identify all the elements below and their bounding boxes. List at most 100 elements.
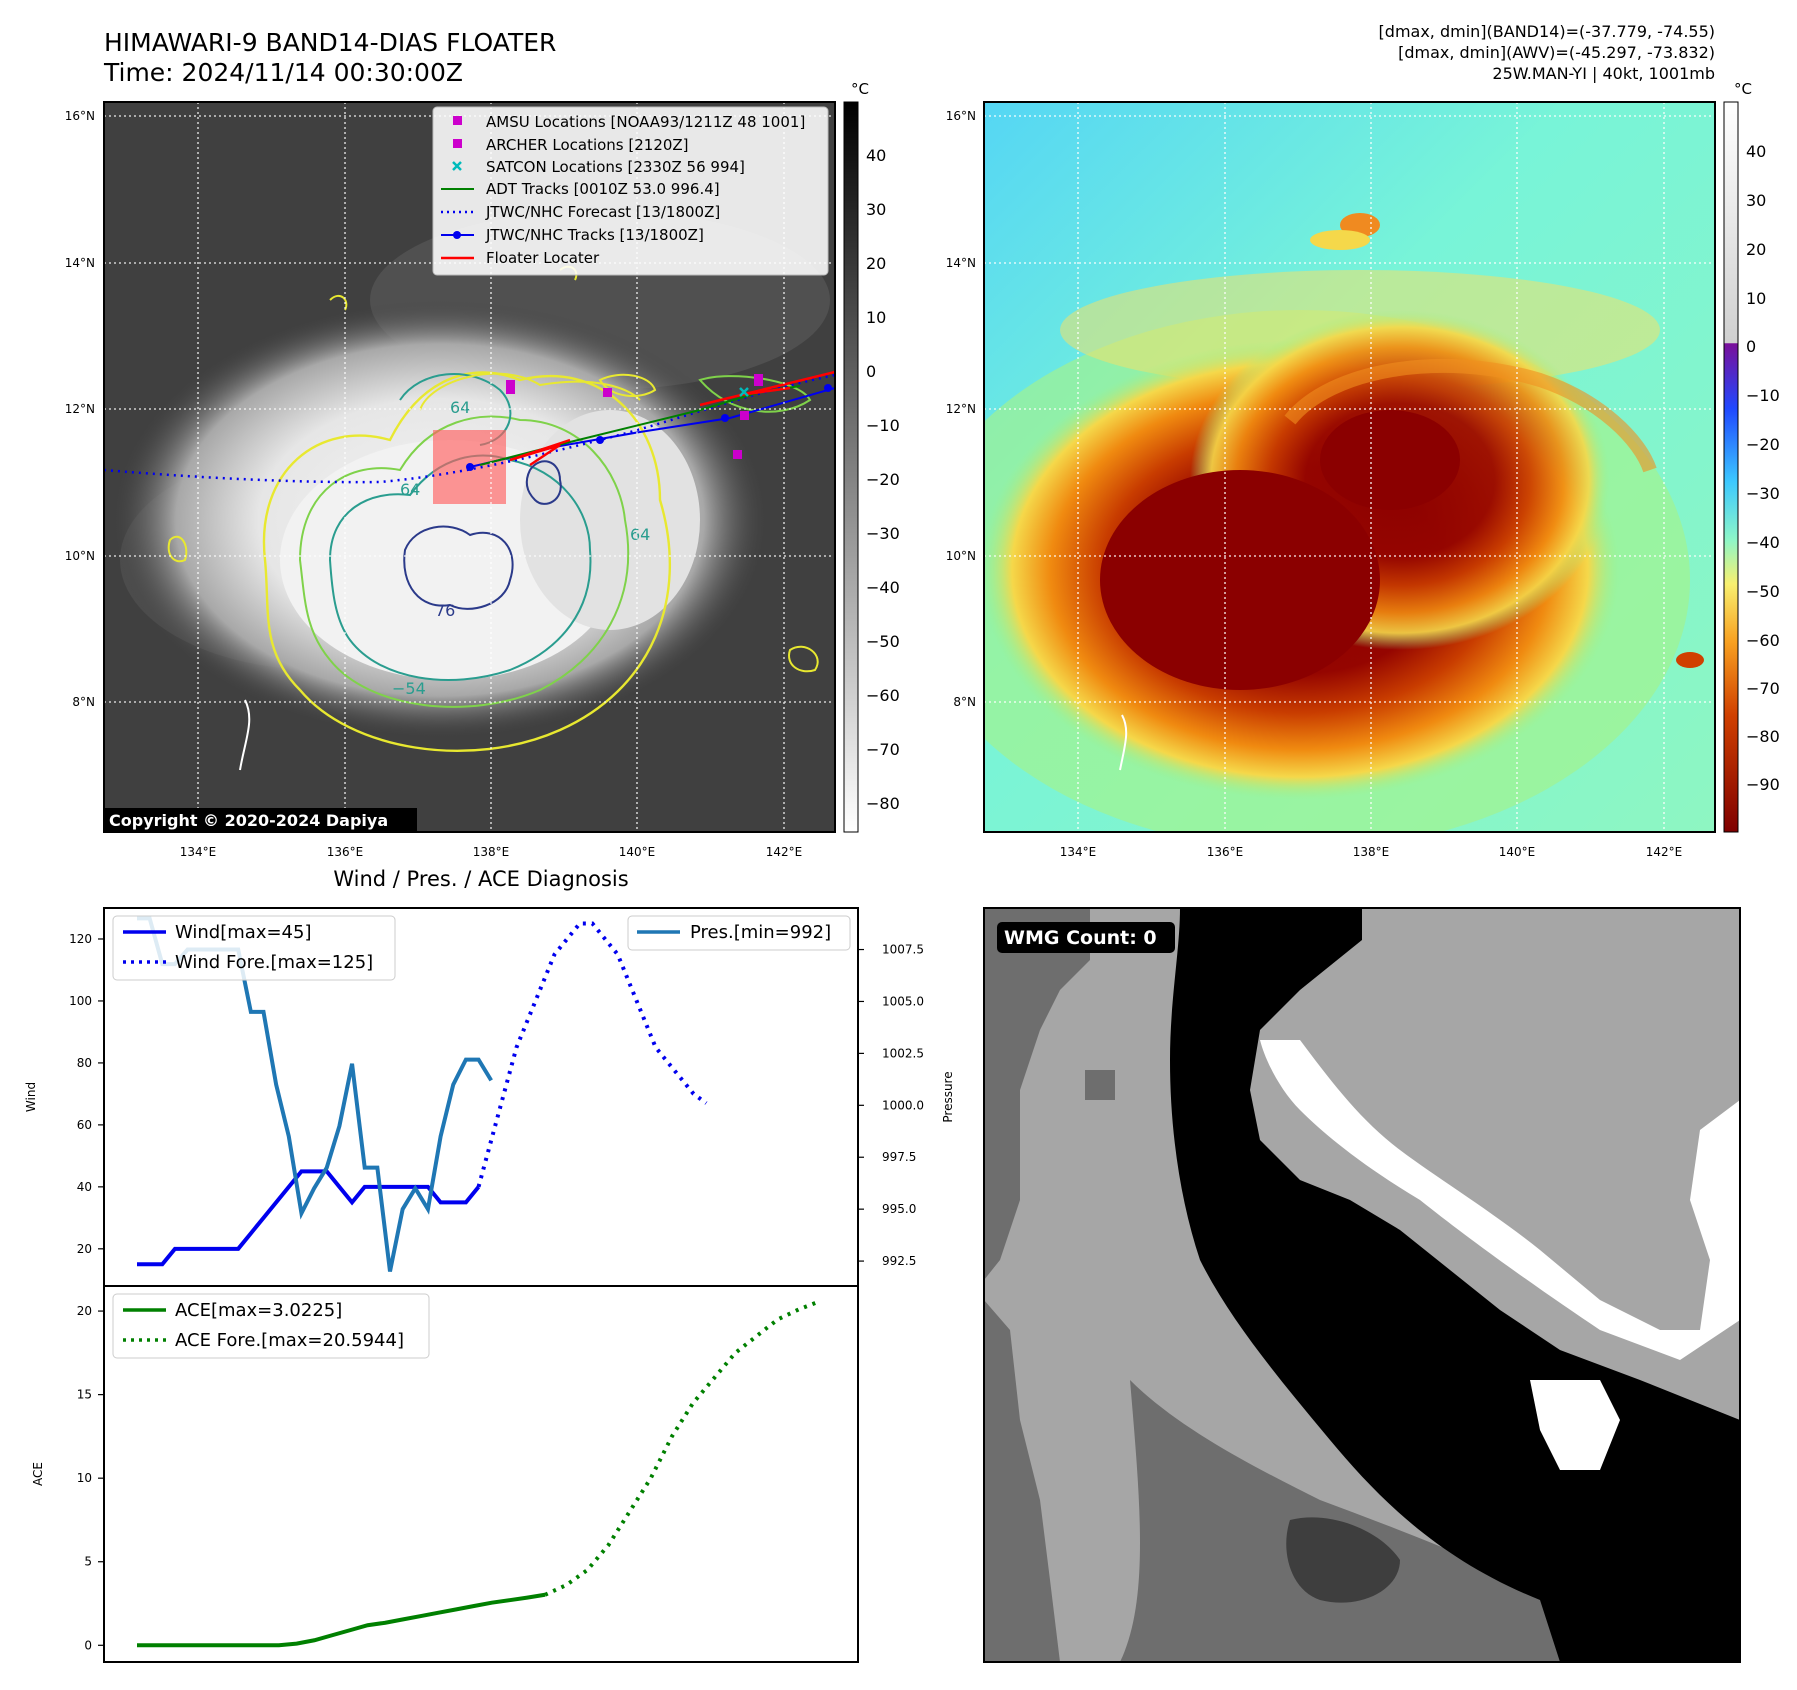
svg-text:10°N: 10°N [946,549,976,563]
contour-label-76: 76 [435,601,455,620]
legend-amsu-icon [453,116,462,125]
svg-text:−20: −20 [1746,435,1780,454]
wmg-count-label: WMG Count: 0 [1004,927,1157,949]
ace-line [137,1592,546,1648]
wind-ytick-label: 20 [77,1242,92,1256]
svg-text:20: 20 [1746,240,1766,259]
ace-legend: ACE[max=3.0225] ACE Fore.[max=20.5944] [112,1293,430,1359]
ace-axis-label: ACE [31,1462,45,1486]
svg-text:142°E: 142°E [1646,845,1683,859]
pressure-ytick-label: 992.5 [882,1254,916,1268]
svg-text:10: 10 [1746,289,1766,308]
ace-chart: ACE 0 5 10 15 20 ACE[max=3.0225] ACE Fore.[m… [31,1285,859,1663]
legend-ace-label: ACE[max=3.0225] [175,1300,342,1321]
svg-text:138°E: 138°E [473,845,510,859]
map-legend: AMSU Locations [NOAA93/1211Z 48 1001] AR… [432,106,829,276]
pressure-ytick-label: 1000.0 [882,1098,924,1112]
header-dmax-awv: [dmax, dmin](AWV)=(-45.297, -73.832) [1398,43,1715,62]
ace-series [137,1299,821,1648]
ace-yticks: 0 5 10 15 20 [77,1304,104,1652]
legend-forecast-label: JTWC/NHC Forecast [13/1800Z] [485,203,720,221]
ir-axis-labels: 16°N 14°N 12°N 10°N 8°N 134°E 136°E 138°… [65,109,803,859]
figure-title: HIMAWARI-9 BAND14-DIAS FLOATER [104,28,556,57]
svg-text:0: 0 [866,362,876,381]
wind-line [137,1169,481,1267]
wind-yticks: 20 40 60 80 100 120 [69,932,104,1256]
wind-ytick-label: 80 [77,1056,92,1070]
wind-axis-label: Wind [24,1082,38,1112]
legend-amsu-label: AMSU Locations [NOAA93/1211Z 48 1001] [486,113,805,131]
copyright-badge [104,808,417,832]
contour-label-54: −54 [392,679,426,698]
svg-text:−10: −10 [1746,386,1780,405]
contour-label-64c: 64 [630,525,650,544]
wind-pressure-chart: Wind / Pres. / ACE Diagnosis Wind Pressu… [24,867,955,1287]
pressure-yticks: 1007.5 1005.0 1002.5 1000.0 997.5 995.0 992.5 [858,943,924,1268]
pressure-ytick-label: 1002.5 [882,1046,924,1060]
amsu-marker [733,450,742,459]
svg-text:40: 40 [866,146,886,165]
legend-pressure-label: Pres.[min=992] [690,922,831,943]
copyright-text: Copyright © 2020-2024 Dapiya [109,811,388,830]
contour-label-64b: 64 [400,480,420,499]
legend-ace-forecast-label: ACE Fore.[max=20.5944] [175,1330,404,1351]
header-dmax-band14: [dmax, dmin](BAND14)=(-37.779, -74.55) [1379,22,1715,41]
svg-text:20: 20 [866,254,886,273]
svg-text:°C: °C [851,80,869,98]
svg-text:10°N: 10°N [65,549,95,563]
svg-text:−80: −80 [1746,727,1780,746]
contour-label-64a: 64 [450,398,470,417]
svg-text:134°E: 134°E [1060,845,1097,859]
svg-text:−20: −20 [866,470,900,489]
ace-ytick-label: 10 [77,1471,92,1485]
svg-text:136°E: 136°E [1207,845,1244,859]
svg-text:°C: °C [1734,80,1752,98]
ace-ytick-label: 20 [77,1304,92,1318]
legend-wind-forecast-label: Wind Fore.[max=125] [175,952,373,973]
svg-text:−40: −40 [1746,533,1780,552]
legend-satcon-label: SATCON Locations [2330Z 56 994] [486,158,745,176]
svg-text:16°N: 16°N [65,109,95,123]
wind-ytick-label: 120 [69,932,92,946]
ir-colorbar: °C 40 30 20 10 0 −10 −20 −30 −40 −50 −60… [843,80,900,833]
svg-text:12°N: 12°N [946,402,976,416]
pressure-ytick-label: 1005.0 [882,994,924,1008]
svg-text:142°E: 142°E [766,845,803,859]
awv-colorbar: °C 40 30 20 10 0 −10 −20 −30 −40 −50 −60… [1723,80,1780,833]
diagnosis-title: Wind / Pres. / ACE Diagnosis [333,867,628,891]
svg-text:10: 10 [866,308,886,327]
wind-ytick-label: 100 [69,994,92,1008]
svg-text:140°E: 140°E [1499,845,1536,859]
svg-text:8°N: 8°N [953,695,976,709]
svg-text:30: 30 [1746,191,1766,210]
legend-archer-icon [453,139,462,148]
svg-text:−50: −50 [1746,582,1780,601]
pressure-axis-label: Pressure [941,1071,955,1122]
svg-text:−70: −70 [866,740,900,759]
wmg-panel: WMG Count: 0 [983,907,1741,1663]
ace-ytick-label: 0 [84,1638,92,1652]
svg-text:14°N: 14°N [946,256,976,270]
ace-ytick-label: 15 [77,1388,92,1402]
svg-text:0: 0 [1746,337,1756,356]
legend-adt-label: ADT Tracks [0010Z 53.0 996.4] [486,180,720,198]
svg-text:30: 30 [866,200,886,219]
figure-time: Time: 2024/11/14 00:30:00Z [103,58,463,87]
svg-text:−80: −80 [866,794,900,813]
archer-marker [506,380,515,394]
ace-ytick-label: 5 [84,1555,92,1569]
svg-text:−60: −60 [866,686,900,705]
svg-text:−30: −30 [1746,484,1780,503]
floater-track [509,370,835,467]
legend-tracks-label: JTWC/NHC Tracks [13/1800Z] [485,226,704,244]
legend-wind-label: Wind[max=45] [175,922,312,943]
awv-axis-labels: 16°N 14°N 12°N 10°N 8°N 134°E 136°E 138°… [946,109,1683,859]
header-storm-info: 25W.MAN-YI | 40kt, 1001mb [1492,64,1715,83]
ace-forecast-line [544,1299,821,1597]
svg-text:14°N: 14°N [65,256,95,270]
svg-text:140°E: 140°E [619,845,656,859]
awv-map-panel: 16°N 14°N 12°N 10°N 8°N 134°E 136°E 138°… [946,80,1780,859]
svg-text:8°N: 8°N [72,695,95,709]
svg-text:16°N: 16°N [946,109,976,123]
svg-text:−30: −30 [866,524,900,543]
